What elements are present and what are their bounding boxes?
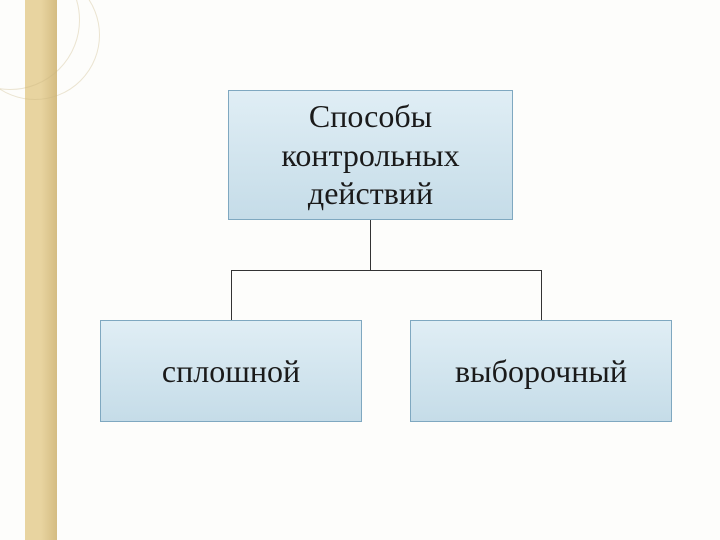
tree-child-node-right: выборочный (410, 320, 672, 422)
node-label: выборочный (455, 352, 627, 390)
decorative-circle (0, 0, 100, 100)
tree-child-node-left: сплошной (100, 320, 362, 422)
node-label: Способыконтрольныхдействий (281, 97, 459, 212)
tree-root-node: Способыконтрольныхдействий (228, 90, 513, 220)
node-label: сплошной (162, 352, 300, 390)
